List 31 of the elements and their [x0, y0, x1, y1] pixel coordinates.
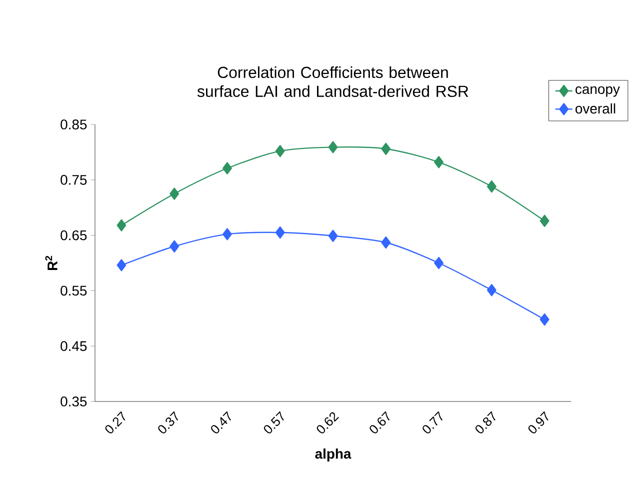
- point: [434, 256, 444, 270]
- point: [275, 144, 285, 158]
- point: [381, 236, 391, 249]
- chart-title: Correlation Coefficients between surface LAI and Landsat-derived RSR: [197, 66, 468, 97]
- point: [486, 180, 496, 193]
- point: [222, 162, 232, 174]
- x-axis-title: alpha: [315, 448, 352, 462]
- point: [275, 226, 285, 239]
- x-tick-label: 0.67: [370, 411, 390, 434]
- point: [170, 188, 180, 200]
- y-tick-label: 0.35: [60, 396, 87, 406]
- point: [170, 240, 180, 252]
- x-tick-label: 0.62: [316, 412, 339, 434]
- point: [381, 142, 391, 155]
- y-tick-label: 0.85: [60, 120, 87, 130]
- point: [116, 219, 126, 232]
- point: [540, 214, 550, 227]
- point: [434, 156, 444, 168]
- legend-label: canopy: [576, 86, 620, 97]
- point: [486, 284, 496, 296]
- point: [116, 259, 126, 272]
- y-tick-label: 0.65: [60, 230, 87, 240]
- point: [328, 230, 338, 242]
- y-tick-label: 0.55: [60, 286, 87, 296]
- legend-label: overall: [576, 103, 616, 114]
- y-tick-label: 0.75: [60, 174, 87, 185]
- point: [328, 141, 338, 154]
- y-axis-title: R$^{2}$: [45, 256, 58, 270]
- point: [222, 228, 232, 240]
- y-tick-label: 0.45: [60, 341, 87, 352]
- point: [540, 313, 550, 326]
